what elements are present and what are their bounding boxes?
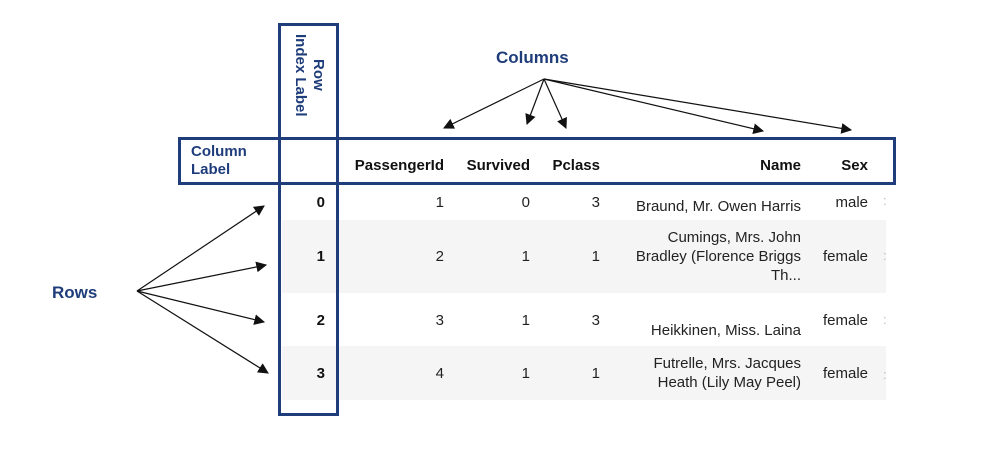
row-band-1	[282, 220, 886, 293]
header-pclass: Pclass	[552, 157, 600, 174]
row-index: 1	[316, 248, 325, 265]
truncation-marker: :	[883, 367, 887, 382]
cell-sex: female	[822, 364, 868, 382]
name-line: Heath (Lily May Peel)	[657, 374, 801, 391]
name-line: Cumings, Mrs. John	[667, 229, 801, 246]
arrow-rows-to-row-1	[136, 261, 268, 292]
column-label-highlight-box	[178, 137, 896, 185]
arrow-rows-to-row-0	[136, 205, 265, 292]
cell-passengerid: 4	[435, 364, 444, 382]
cell-name: Futrelle, Mrs. Jacques Heath (Lily May P…	[600, 346, 801, 400]
row-index-label-line1: Row	[310, 59, 327, 91]
name-line: Th...	[770, 267, 801, 284]
row-index-highlight-box	[278, 23, 339, 416]
row-band-3	[282, 346, 886, 400]
cell-survived: 1	[521, 364, 530, 382]
cell-sex: male	[835, 193, 868, 211]
arrow-rows-to-row-3	[136, 290, 269, 374]
name-line: Braund, Mr. Owen Harris	[635, 198, 801, 215]
row-index-label-text: Row Index Label	[291, 25, 327, 125]
row-index-label-line2: Index Label	[292, 33, 309, 117]
rows-annotation-label: Rows	[52, 283, 98, 302]
header-name: Name	[760, 157, 801, 174]
column-label-line2: Label	[191, 161, 231, 178]
cell-sex: female	[822, 311, 868, 329]
header-survived: Survived	[466, 157, 530, 174]
arrow-columns-to-pclass	[543, 78, 567, 129]
name-line: Bradley (Florence Briggs	[635, 248, 801, 265]
header-sex: Sex	[841, 157, 868, 174]
column-label-line1: Column	[191, 143, 247, 160]
cell-pclass: 1	[591, 248, 600, 265]
arrow-columns-to-name	[543, 78, 765, 135]
cell-survived: 0	[521, 193, 530, 211]
cell-survived: 1	[521, 311, 530, 329]
cell-name: Heikkinen, Miss. Laina	[610, 300, 801, 340]
arrow-columns-to-passengerid	[443, 78, 545, 129]
row-index: 2	[316, 311, 325, 329]
cell-pclass: 3	[591, 193, 600, 211]
row-index: 3	[316, 364, 325, 382]
cell-passengerid: 2	[435, 248, 444, 265]
truncation-marker: :	[883, 312, 887, 327]
cell-passengerid: 3	[435, 311, 444, 329]
truncation-marker: :	[883, 248, 887, 263]
cell-passengerid: 1	[435, 193, 444, 211]
row-index-label-annotation: Row Index Label	[279, 25, 339, 125]
row-index: 0	[316, 193, 325, 211]
name-line: Heikkinen, Miss. Laina	[650, 322, 801, 339]
columns-annotation-label: Columns	[496, 48, 569, 67]
cell-pclass: 3	[591, 311, 600, 329]
cell-survived: 1	[521, 248, 530, 265]
column-label-annotation: Column Label	[191, 143, 247, 179]
arrow-columns-to-sex	[543, 78, 853, 134]
cell-sex: female	[822, 248, 868, 265]
arrow-rows-to-row-2	[136, 290, 266, 325]
arrow-columns-to-survived	[525, 78, 545, 126]
header-passengerid: PassengerId	[354, 157, 444, 174]
cell-name: Braund, Mr. Owen Harris	[610, 188, 801, 216]
truncation-marker: :	[883, 193, 887, 208]
name-line: Futrelle, Mrs. Jacques	[653, 355, 801, 372]
cell-name: Cumings, Mrs. John Bradley (Florence Bri…	[600, 220, 801, 293]
cell-pclass: 1	[591, 364, 600, 382]
